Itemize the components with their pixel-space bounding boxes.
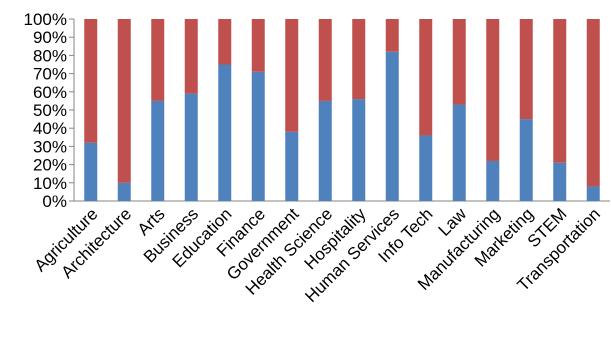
bar-segment-red: [151, 19, 165, 101]
bar-segment-red: [352, 19, 366, 100]
y-tick-label: 40%: [33, 119, 67, 138]
bar-segment-red: [285, 19, 299, 132]
bar-segment-blue: [117, 182, 131, 201]
bar-segment-red: [218, 19, 232, 65]
y-tick-label: 20%: [33, 156, 67, 175]
bar-segment-blue: [586, 186, 600, 201]
bar-segment-red: [385, 19, 399, 52]
y-axis-ticks: 0%10%20%30%40%50%60%70%80%90%100%: [24, 10, 74, 211]
bar-segment-red: [519, 19, 533, 120]
y-tick-label: 100%: [24, 10, 67, 29]
bar-segment-blue: [184, 93, 198, 201]
bar-segment-red: [586, 19, 600, 187]
bar-segment-blue: [251, 71, 265, 201]
bar-segment-blue: [519, 119, 533, 201]
bar-segment-blue: [218, 64, 232, 201]
y-tick-label: 60%: [33, 83, 67, 102]
bar-segment-blue: [553, 162, 567, 201]
y-tick-label: 80%: [33, 46, 67, 65]
y-tick-label: 30%: [33, 137, 67, 156]
bar-segment-blue: [285, 131, 299, 201]
bar-segment-red: [486, 19, 500, 161]
y-tick-label: 10%: [33, 174, 67, 193]
x-axis-labels: AgricultureArchitectureArtsBusinessEduca…: [31, 204, 604, 306]
bar-segment-blue: [318, 100, 332, 201]
y-tick-label: 70%: [33, 65, 67, 84]
bar-segment-red: [117, 19, 131, 183]
bar-segment-blue: [352, 99, 366, 201]
bar-segment-blue: [419, 135, 433, 201]
bar-segment-red: [251, 19, 265, 72]
chart-bars: [84, 19, 600, 202]
bar-segment-red: [184, 19, 198, 94]
bar-segment-blue: [486, 160, 500, 201]
bar-segment-blue: [84, 142, 98, 201]
bar-segment-red: [318, 19, 332, 101]
y-tick-label: 90%: [33, 28, 67, 47]
bar-segment-red: [553, 19, 567, 163]
bar-segment-red: [419, 19, 433, 136]
bar-segment-blue: [151, 100, 165, 201]
bar-segment-blue: [452, 104, 466, 201]
bar-segment-red: [84, 19, 98, 143]
y-tick-label: 50%: [33, 101, 67, 120]
bar-segment-red: [452, 19, 466, 105]
bar-segment-blue: [385, 51, 399, 202]
y-tick-label: 0%: [42, 192, 67, 211]
